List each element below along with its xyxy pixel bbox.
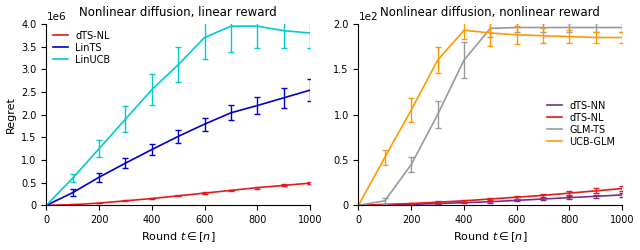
dTS-NL (42, 204, 50, 207)
UCB-GLM (566, 35, 573, 38)
dTS-NL (69, 203, 77, 206)
Title: Nonlinear diffusion, nonlinear reward: Nonlinear diffusion, nonlinear reward (380, 6, 600, 18)
LinTS (227, 111, 235, 114)
GLM-TS (460, 59, 468, 62)
X-axis label: Round $t \in [n]$: Round $t \in [n]$ (141, 231, 216, 244)
LinUCB (148, 88, 156, 91)
Line: dTS-NL: dTS-NL (46, 183, 310, 205)
LinUCB (306, 32, 314, 34)
dTS-NN (566, 196, 573, 199)
dTS-NL (486, 198, 494, 200)
UCB-GLM (381, 156, 388, 159)
LinUCB (122, 118, 129, 121)
LinTS (148, 148, 156, 151)
LinUCB (42, 204, 50, 207)
LinTS (306, 88, 314, 92)
dTS-NL (618, 187, 626, 190)
UCB-GLM (618, 36, 626, 39)
Text: 1e2: 1e2 (358, 12, 378, 22)
UCB-GLM (434, 59, 442, 62)
GLM-TS (513, 26, 520, 29)
LinTS (253, 104, 261, 107)
dTS-NL (540, 194, 547, 197)
UCB-GLM (513, 33, 520, 36)
dTS-NN (592, 195, 600, 198)
UCB-GLM (355, 204, 362, 207)
dTS-NL (355, 204, 362, 207)
dTS-NN (381, 204, 388, 206)
dTS-NL (306, 182, 314, 184)
LinTS (201, 123, 209, 126)
dTS-NN (486, 200, 494, 203)
UCB-GLM (460, 29, 468, 32)
dTS-NL (381, 203, 388, 206)
GLM-TS (592, 26, 600, 29)
LinTS (122, 162, 129, 165)
X-axis label: Round $t \in [n]$: Round $t \in [n]$ (453, 231, 527, 244)
Legend: dTS-NN, dTS-NL, GLM-TS, UCB-GLM: dTS-NN, dTS-NL, GLM-TS, UCB-GLM (545, 99, 618, 148)
LinUCB (95, 147, 103, 150)
dTS-NN (355, 204, 362, 207)
LinUCB (174, 63, 182, 66)
dTS-NL (201, 192, 209, 194)
dTS-NL (592, 189, 600, 192)
LinTS (69, 191, 77, 194)
Legend: dTS-NL, LinTS, LinUCB: dTS-NL, LinTS, LinUCB (51, 29, 113, 66)
LinUCB (227, 25, 235, 28)
dTS-NN (408, 203, 415, 206)
dTS-NL (408, 202, 415, 205)
dTS-NL (513, 196, 520, 199)
GLM-TS (408, 163, 415, 166)
dTS-NL (95, 202, 103, 204)
LinUCB (253, 25, 261, 28)
Line: LinUCB: LinUCB (46, 26, 310, 205)
GLM-TS (618, 26, 626, 29)
Y-axis label: Regret: Regret (6, 96, 15, 133)
GLM-TS (355, 204, 362, 207)
GLM-TS (486, 27, 494, 30)
dTS-NL (566, 192, 573, 194)
GLM-TS (566, 26, 573, 29)
LinTS (280, 96, 287, 99)
GLM-TS (540, 26, 547, 29)
Line: dTS-NL: dTS-NL (358, 188, 622, 205)
dTS-NL (122, 199, 129, 202)
dTS-NL (434, 201, 442, 204)
dTS-NL (253, 186, 261, 189)
Line: UCB-GLM: UCB-GLM (358, 30, 622, 205)
dTS-NL (460, 199, 468, 202)
Line: LinTS: LinTS (46, 90, 310, 205)
UCB-GLM (408, 108, 415, 112)
Text: 1e6: 1e6 (46, 12, 66, 22)
LinTS (95, 176, 103, 179)
Title: Nonlinear diffusion, linear reward: Nonlinear diffusion, linear reward (79, 6, 277, 18)
Line: dTS-NN: dTS-NN (358, 195, 622, 205)
UCB-GLM (486, 32, 494, 34)
GLM-TS (434, 113, 442, 116)
LinTS (174, 135, 182, 138)
dTS-NL (280, 184, 287, 187)
LinUCB (201, 36, 209, 39)
dTS-NN (460, 201, 468, 204)
Line: GLM-TS: GLM-TS (358, 28, 622, 205)
dTS-NN (434, 202, 442, 205)
dTS-NL (227, 189, 235, 192)
dTS-NL (174, 194, 182, 197)
GLM-TS (381, 199, 388, 202)
dTS-NN (540, 198, 547, 200)
LinTS (42, 204, 50, 207)
UCB-GLM (540, 34, 547, 37)
UCB-GLM (592, 36, 600, 39)
LinUCB (280, 29, 287, 32)
dTS-NN (618, 194, 626, 196)
LinUCB (69, 177, 77, 180)
dTS-NN (513, 199, 520, 202)
dTS-NL (148, 197, 156, 200)
